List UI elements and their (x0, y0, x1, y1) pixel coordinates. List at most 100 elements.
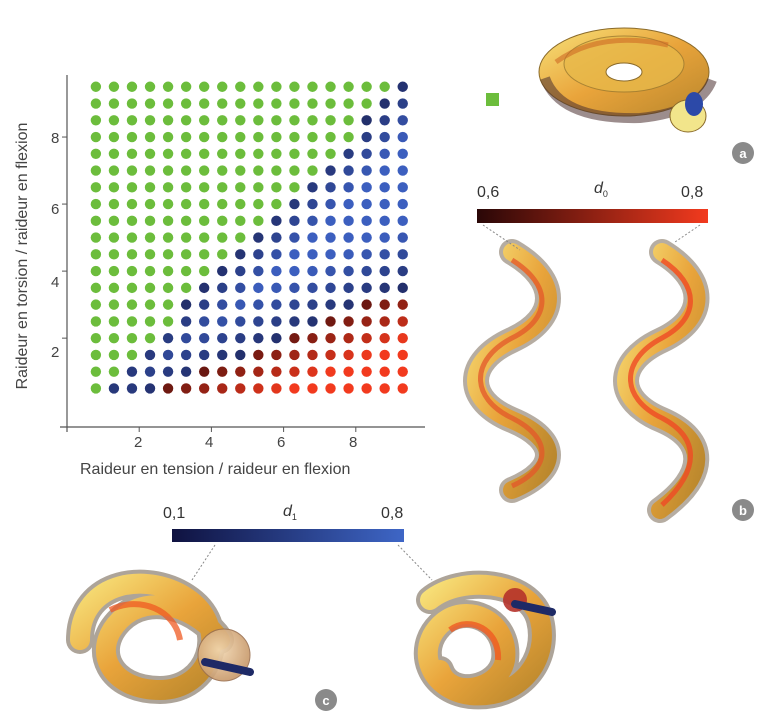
scatter-point (307, 383, 318, 394)
scatter-point (271, 182, 282, 193)
scatter-point (144, 165, 156, 176)
scatter-point (379, 282, 390, 294)
scatter-point (379, 98, 390, 109)
scatter-point (126, 282, 138, 294)
scatter-point (307, 265, 318, 277)
scatter-point (126, 81, 138, 92)
scatter-point (198, 299, 210, 310)
scatter-point (289, 81, 300, 92)
scatter-point (162, 265, 174, 277)
scatter-point (343, 148, 354, 159)
scatter-point (162, 249, 174, 260)
scatter-point (198, 316, 210, 327)
scatter-point (361, 182, 372, 193)
scatter-point (397, 349, 408, 361)
scatter-point (397, 366, 408, 377)
scatter-point (108, 148, 120, 159)
scatter-point (325, 148, 336, 159)
y-tick-label-6: 6 (51, 201, 60, 218)
scatter-point (180, 81, 192, 92)
scatter-point (271, 198, 282, 210)
y-tick-label-8: 8 (51, 130, 60, 147)
scatter-point (162, 316, 174, 327)
scatter-point (108, 182, 120, 193)
scatter-point (90, 332, 102, 344)
scatter-point (180, 282, 192, 294)
scatter-point (325, 249, 336, 260)
scatter-point (180, 182, 192, 193)
scatter-point (271, 265, 282, 277)
scatter-point (361, 98, 372, 109)
scatter-point (397, 282, 408, 294)
scatter-point (271, 148, 282, 159)
colorbar-d0-max-label: 0,8 (681, 184, 704, 201)
scatter-point (126, 383, 138, 394)
scatter-point (144, 198, 156, 210)
scatter-point (108, 81, 120, 92)
scatter-point (379, 383, 390, 394)
scatter-point (144, 182, 156, 193)
scatter-point (397, 316, 408, 327)
scatter-point (198, 332, 210, 344)
colorbar-d0 (477, 209, 708, 223)
scatter-point (144, 249, 156, 260)
scatter-point (217, 366, 228, 377)
scatter-point (289, 165, 300, 176)
scatter-point (180, 366, 192, 377)
scatter-point (307, 131, 318, 143)
scatter-point (217, 232, 228, 243)
scatter-point (235, 299, 246, 310)
scatter-point (397, 81, 408, 92)
scatter-point (108, 383, 120, 394)
scatter-point (126, 299, 138, 310)
scatter-point (397, 165, 408, 176)
knot-left-illustration (66, 569, 254, 705)
scatter-point (108, 316, 120, 327)
scatter-point (271, 232, 282, 243)
scatter-point (235, 349, 246, 361)
scatter-point (325, 115, 336, 126)
scatter-point (397, 182, 408, 193)
scatter-point (235, 115, 246, 126)
scatter-point (217, 182, 228, 193)
scatter-point (271, 282, 282, 294)
scatter-point (343, 383, 354, 394)
scatter-point (325, 366, 336, 377)
scatter-point (108, 332, 120, 344)
scatter-point (235, 366, 246, 377)
scatter-point (307, 148, 318, 159)
scatter-point (361, 265, 372, 277)
scatter-point (162, 282, 174, 294)
scatter-point (162, 131, 174, 143)
scatter-point (361, 232, 372, 243)
scatter-point (144, 383, 156, 394)
scatter-point (325, 282, 336, 294)
scatter-point (361, 249, 372, 260)
colorbar-d1 (172, 529, 404, 542)
scatter-point (90, 115, 102, 126)
scatter-point (343, 332, 354, 344)
scatter-point (126, 131, 138, 143)
scatter-point (361, 165, 372, 176)
scatter-point (162, 232, 174, 243)
scatter-point (144, 349, 156, 361)
scatter-point (343, 215, 354, 227)
scatter-point (126, 265, 138, 277)
scatter-point (325, 299, 336, 310)
scatter-point (253, 299, 264, 310)
scatter-point (343, 265, 354, 277)
scatter-point (217, 316, 228, 327)
scatter-point (307, 81, 318, 92)
scatter-point (162, 332, 174, 344)
scatter-point (235, 249, 246, 260)
scatter-point (379, 81, 390, 92)
scatter-point (108, 349, 120, 361)
scatter-point (307, 98, 318, 109)
scatter-point (180, 98, 192, 109)
scatter-point (271, 366, 282, 377)
helix-right-illustration (613, 239, 710, 523)
colorbar-d0-connector-left (482, 224, 521, 251)
scatter-point (307, 349, 318, 361)
scatter-point (108, 115, 120, 126)
scatter-point (397, 383, 408, 394)
